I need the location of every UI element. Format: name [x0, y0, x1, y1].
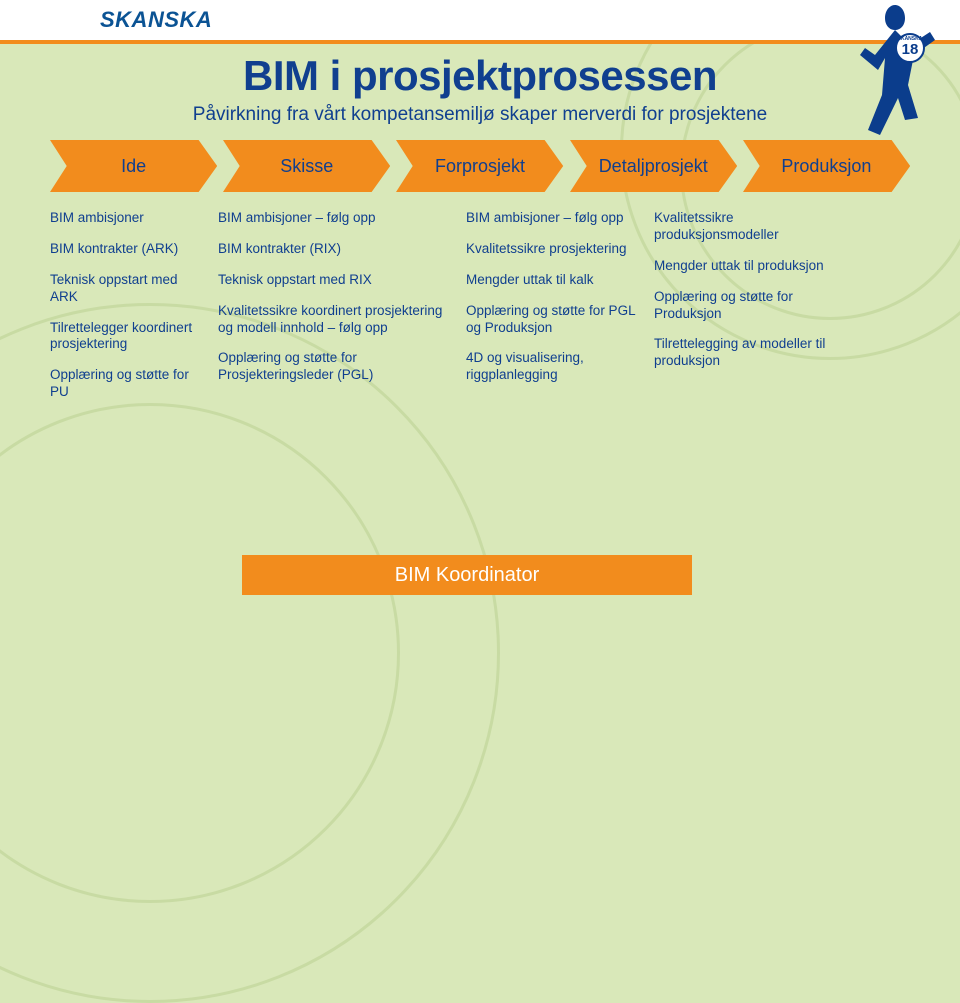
col2-item: BIM ambisjoner – følg opp — [218, 210, 448, 227]
koordinator-bar: BIM Koordinator — [242, 555, 692, 595]
col1-item: Teknisk oppstart med ARK — [50, 272, 200, 306]
phase-forprosjekt: Forprosjekt — [396, 140, 563, 192]
phase-produksjon: Produksjon — [743, 140, 910, 192]
col3-item: Kvalitetssikre prosjektering — [466, 241, 636, 258]
phase-skisse: Skisse — [223, 140, 390, 192]
phase-detaljprosjekt: Detaljprosjekt — [570, 140, 737, 192]
phase-ide: Ide — [50, 140, 217, 192]
column-2: BIM ambisjoner – følg opp BIM kontrakter… — [218, 210, 448, 415]
phase-label: Forprosjekt — [435, 156, 525, 177]
mascot-brand: SKANSKA — [898, 36, 923, 42]
phase-label: Skisse — [280, 156, 333, 177]
col4-item: Opplæring og støtte for Produksjon — [654, 289, 834, 323]
col1-item: BIM ambisjoner — [50, 210, 200, 227]
column-3: BIM ambisjoner – følg opp Kvalitetssikre… — [466, 210, 636, 415]
col4-item: Kvalitetssikre produksjonsmodeller — [654, 210, 834, 244]
page-subtitle: Påvirkning fra vårt kompetansemiljø skap… — [0, 104, 960, 126]
col2-item: Opplæring og støtte for Prosjekteringsle… — [218, 350, 448, 384]
col1-item: BIM kontrakter (ARK) — [50, 241, 200, 258]
mascot-player-icon: 18 SKANSKA — [840, 0, 950, 140]
col4-item: Mengder uttak til produksjon — [654, 258, 834, 275]
col3-item: Opplæring og støtte for PGL og Produksjo… — [466, 303, 636, 337]
phase-label: Detaljprosjekt — [599, 156, 708, 177]
col2-item: Teknisk oppstart med RIX — [218, 272, 448, 289]
column-1: BIM ambisjoner BIM kontrakter (ARK) Tekn… — [50, 210, 200, 415]
col1-item: Tilrettelegger koordinert prosjektering — [50, 320, 200, 354]
col3-item: 4D og visualisering, riggplanlegging — [466, 350, 636, 384]
col3-item: Mengder uttak til kalk — [466, 272, 636, 289]
header-band: SKANSKA — [0, 0, 960, 44]
col4-item: Tilrettelegging av modeller til produksj… — [654, 336, 834, 370]
phase-label: Produksjon — [781, 156, 871, 177]
koordinator-label: BIM Koordinator — [395, 564, 540, 587]
phase-label: Ide — [121, 156, 146, 177]
col3-item: BIM ambisjoner – følg opp — [466, 210, 636, 227]
col1-item: Opplæring og støtte for PU — [50, 367, 200, 401]
phase-row: Ide Skisse Forprosjekt Detaljprosjekt Pr… — [50, 140, 910, 192]
col2-item: Kvalitetssikre koordinert prosjektering … — [218, 303, 448, 337]
page-title: BIM i prosjektprosessen — [0, 52, 960, 100]
col2-item: BIM kontrakter (RIX) — [218, 241, 448, 258]
mascot-number: 18 — [902, 41, 919, 58]
column-4: Kvalitetssikre produksjonsmodeller Mengd… — [654, 210, 834, 415]
brand-logo: SKANSKA — [100, 7, 212, 33]
content-columns: BIM ambisjoner BIM kontrakter (ARK) Tekn… — [50, 210, 910, 415]
decor-circle — [0, 403, 400, 903]
